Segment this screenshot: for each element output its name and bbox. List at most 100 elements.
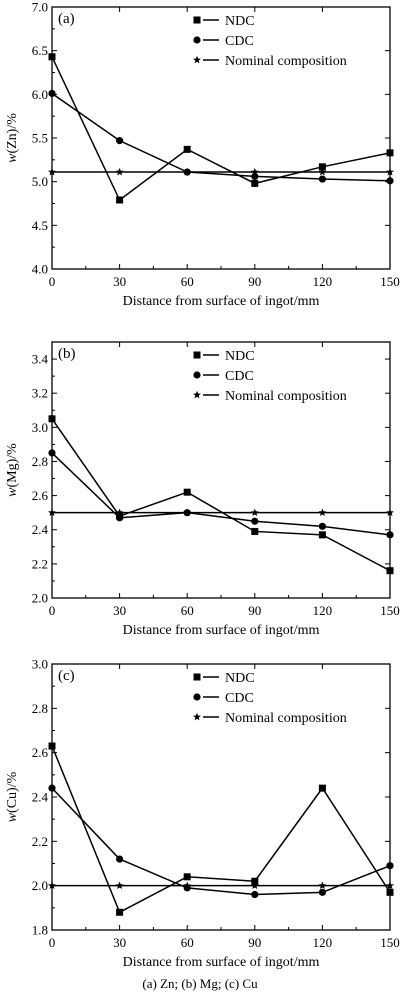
y-tick-label: 2.8 (32, 454, 48, 469)
panel-label: (b) (58, 346, 76, 362)
data-point-ndc (318, 784, 326, 792)
data-point-ndc (183, 145, 191, 153)
y-axis-label-rest: (Cu)/% (5, 771, 20, 813)
data-point-nominal-composition (115, 881, 124, 890)
data-point-ndc (251, 877, 259, 885)
legend-marker-cdc (193, 371, 201, 379)
chart-panel-2: 0 30 60 90 120 150 2.0 2.2 2.4 2.6 2.8 3.0 3.2 3.4 Dis… (5, 341, 400, 638)
data-point-nominal-composition (250, 881, 259, 890)
data-point-ndc (116, 196, 124, 204)
y-tick-label: 2.0 (32, 591, 48, 606)
legend-label-nominal-composition: Nominal composition (225, 389, 347, 404)
data-point-ndc (251, 179, 259, 187)
legend-marker-ndc (193, 351, 201, 359)
data-point-nominal-composition (48, 508, 56, 517)
y-tick-label: 4.5 (32, 218, 48, 233)
data-point-cdc (318, 175, 326, 183)
data-point-nominal-composition (386, 881, 394, 890)
data-point-nominal-composition (183, 881, 192, 890)
legend-label-nominal-composition: Nominal composition (225, 711, 347, 726)
x-tick-label: 0 (49, 603, 56, 618)
y-tick-label: 2.6 (32, 488, 49, 503)
data-point-nominal-composition (48, 167, 56, 176)
x-tick-label: 90 (248, 603, 261, 618)
data-point-cdc (386, 862, 394, 870)
data-point-ndc (386, 888, 394, 896)
y-tick-label: 2.4 (32, 790, 49, 805)
legend-label-ndc: NDC (225, 14, 255, 29)
series-line-ndc (51, 56, 391, 202)
data-point-cdc (318, 888, 326, 896)
x-tick-label: 0 (49, 274, 56, 289)
y-tick-label: 2.2 (32, 834, 48, 849)
data-point-cdc (251, 517, 259, 525)
y-tick-label: 3.2 (32, 386, 48, 401)
legend-marker-cdc (193, 36, 201, 44)
x-axis-label: Distance from surface of ingot/mm (123, 623, 320, 638)
y-tick-label: 5.0 (32, 174, 48, 189)
legend-marker-nominal-composition (193, 55, 201, 64)
y-tick-label: 6.5 (32, 43, 48, 58)
series-line-cdc (51, 787, 391, 896)
y-tick-label: 4.0 (32, 262, 48, 277)
data-point-nominal-composition (115, 508, 124, 517)
series-line-cdc (51, 452, 391, 536)
y-tick-label: 2.2 (32, 556, 48, 571)
data-point-ndc (251, 527, 259, 535)
data-point-ndc (48, 415, 56, 423)
y-tick-label: 3.0 (32, 420, 48, 435)
data-point-nominal-composition (250, 508, 259, 517)
plot-frame (51, 341, 391, 599)
plot-frame (51, 6, 391, 270)
plot-frame (51, 663, 391, 931)
y-tick-label: 7.0 (32, 0, 48, 15)
data-point-cdc (386, 531, 394, 539)
data-point-ndc (116, 908, 124, 916)
legend-label-ndc: NDC (225, 349, 255, 364)
y-tick-label: 2.6 (32, 745, 49, 760)
panel-label: (c) (58, 668, 75, 684)
data-point-ndc (386, 149, 394, 157)
y-tick-label: 2.8 (32, 701, 48, 716)
data-point-nominal-composition (318, 508, 327, 517)
x-axis-label: Distance from surface of ingot/mm (123, 294, 320, 309)
x-tick-label: 30 (113, 274, 126, 289)
data-point-ndc (318, 163, 326, 171)
y-tick-label: 3.4 (32, 352, 49, 367)
data-point-nominal-composition (318, 167, 327, 176)
y-tick-label: 2.4 (32, 522, 49, 537)
data-point-nominal-composition (115, 167, 124, 176)
x-tick-label: 0 (49, 935, 56, 950)
data-point-cdc (48, 449, 56, 457)
y-tick-label: 6.0 (32, 87, 48, 102)
data-point-cdc (48, 784, 56, 792)
data-point-cdc (318, 522, 326, 530)
x-tick-label: 60 (181, 274, 194, 289)
legend-marker-ndc (193, 673, 201, 681)
x-tick-label: 30 (113, 603, 126, 618)
legend-label-cdc: CDC (225, 34, 254, 49)
x-tick-label: 60 (181, 603, 194, 618)
data-point-ndc (318, 531, 326, 539)
data-point-ndc (48, 742, 56, 750)
data-point-cdc (48, 89, 56, 98)
data-point-nominal-composition (183, 167, 192, 176)
data-point-nominal-composition (183, 508, 192, 517)
y-tick-label: 2.0 (32, 878, 48, 893)
x-tick-label: 30 (113, 935, 126, 950)
y-axis-label-italic: w (5, 487, 20, 497)
y-axis-label: w(Cu)/% (5, 771, 20, 822)
y-axis-label-italic: w (5, 812, 20, 822)
data-point-cdc (116, 514, 124, 522)
data-point-ndc (48, 53, 56, 61)
series-line-ndc (51, 418, 391, 572)
x-tick-label: 120 (313, 274, 333, 289)
x-tick-label: 90 (248, 274, 261, 289)
data-point-cdc (116, 137, 124, 145)
legend-label-nominal-composition: Nominal composition (225, 54, 347, 69)
y-axis-label-italic: w (5, 153, 20, 163)
x-axis-label: Distance from surface of ingot/mm (123, 955, 320, 970)
x-tick-label: 60 (181, 935, 194, 950)
legend-marker-cdc (193, 693, 201, 701)
y-tick-label: 1.8 (32, 923, 48, 938)
